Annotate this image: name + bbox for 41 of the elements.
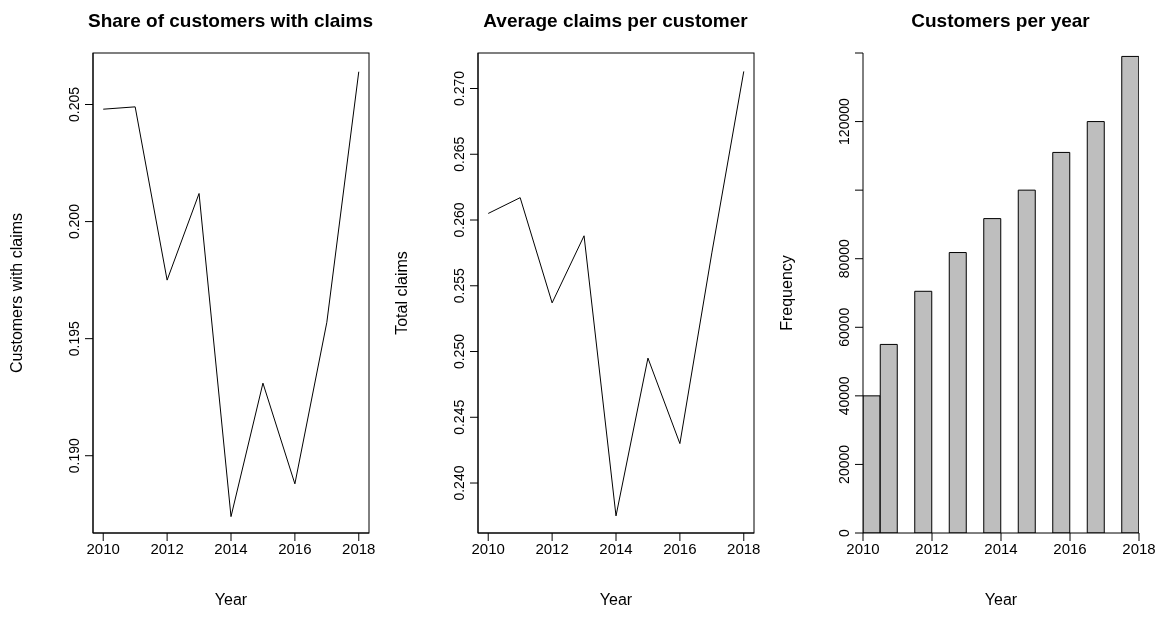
x-tick-label: 2016 [663, 539, 697, 557]
x-tick-label: 2012 [150, 539, 184, 557]
y-tick-label: 20000 [836, 444, 852, 484]
x-tick-label: 2016 [278, 539, 312, 557]
x-axis-title: Year [214, 591, 248, 608]
y-axis-title: Customers with claims [7, 212, 25, 374]
y-axis-title: Frequency [777, 255, 795, 331]
y-tick-label: 60000 [836, 307, 852, 347]
y-tick-label: 0.250 [451, 333, 467, 370]
x-tick-label: 2014 [214, 539, 248, 557]
y-tick-label: 0.200 [66, 203, 82, 240]
y-tick-label: 0.240 [451, 465, 467, 501]
chart-title: Average claims per customer [482, 10, 749, 32]
x-tick-label: 2018 [727, 539, 761, 557]
x-tick-label: 2010 [846, 539, 880, 557]
y-tick-label: 0.265 [451, 136, 467, 172]
x-tick-label: 2012 [915, 539, 949, 557]
x-tick-label: 2010 [471, 539, 505, 557]
x-tick-label: 2016 [1053, 539, 1087, 557]
x-axis-title: Year [599, 591, 633, 608]
x-tick-label: 2012 [535, 539, 569, 557]
chart-title: Share of customers with claims [86, 10, 375, 32]
y-tick-label: 0.255 [451, 268, 467, 304]
y-tick-label: 40000 [836, 376, 852, 416]
chart-title: Customers per year [910, 10, 1091, 32]
x-tick-label: 2010 [86, 539, 120, 557]
y-tick-label: 0.270 [451, 70, 467, 107]
x-tick-label: 2018 [1122, 539, 1156, 557]
y-tick-label: 0.195 [66, 320, 82, 357]
y-tick-label: 0.205 [66, 86, 82, 123]
x-axis-title: Year [984, 591, 1018, 608]
y-tick-label: 0 [836, 528, 852, 537]
x-tick-label: 2014 [984, 539, 1018, 557]
y-tick-label: 0.190 [66, 438, 82, 474]
y-tick-label: 0.260 [451, 202, 467, 238]
y-tick-label: 0.245 [451, 399, 467, 435]
y-tick-label: 120000 [836, 98, 852, 145]
y-tick-label: 80000 [836, 239, 852, 279]
y-axis-title: Total claims [392, 251, 410, 335]
x-tick-label: 2014 [599, 539, 633, 557]
x-tick-label: 2018 [342, 539, 376, 557]
